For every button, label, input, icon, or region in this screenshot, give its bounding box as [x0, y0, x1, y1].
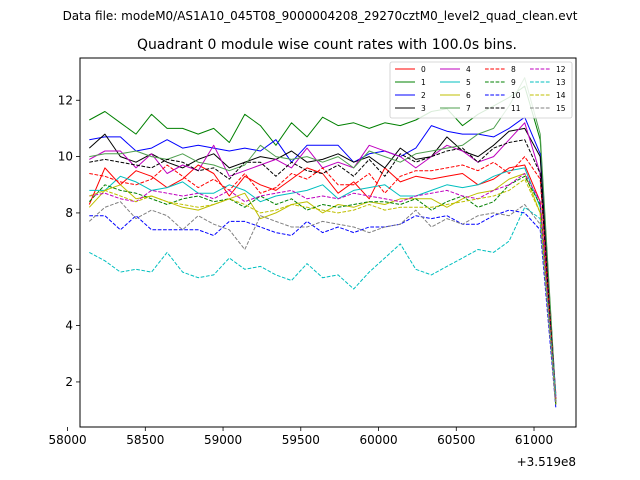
legend-label-1: 1: [421, 78, 426, 87]
legend-label-6: 6: [466, 91, 471, 100]
series-line-10: [89, 209, 557, 408]
legend-label-4: 4: [466, 65, 471, 74]
legend-label-9: 9: [511, 78, 516, 87]
x-tick-label-60000: 60000: [359, 433, 397, 447]
y-tick-label-6: 6: [65, 262, 73, 276]
x-tick-label-60500: 60500: [437, 433, 475, 447]
plot-area: [80, 58, 576, 427]
x-offset-label: +3.519e8: [517, 455, 576, 469]
plot-frame: [79, 57, 577, 428]
legend-label-13: 13: [556, 78, 566, 87]
legend-label-3: 3: [421, 104, 426, 113]
series-layer: [88, 77, 557, 408]
series-line-3: [88, 127, 557, 405]
axes-layer: 58000 58500 59000 59500 60000 60500 61000 2 4 6 8 1…: [48, 93, 553, 447]
x-tick-label-61000: 61000: [515, 433, 553, 447]
series-line-11: [89, 139, 557, 402]
x-tick-label-59000: 59000: [204, 433, 242, 447]
legend-label-2: 2: [421, 91, 426, 100]
series-line-15: [88, 201, 557, 402]
legend-label-7: 7: [466, 104, 471, 113]
legend-label-15: 15: [556, 104, 566, 113]
legend-label-10: 10: [511, 91, 521, 100]
series-line-14: [89, 178, 557, 405]
legend-label-12: 12: [556, 65, 566, 74]
series-line-8: [89, 156, 557, 399]
y-tick-label-2: 2: [65, 375, 73, 389]
series-line-9: [88, 175, 557, 405]
legend-label-8: 8: [511, 65, 516, 74]
x-tick-label-58000: 58000: [48, 433, 86, 447]
y-tick-label-8: 8: [65, 206, 73, 220]
figure-suptitle: Data file: modeM0/AS1A10_045T08_90000042…: [63, 9, 578, 23]
legend-box: [389, 61, 573, 119]
x-tick-label-59500: 59500: [282, 433, 320, 447]
chart-title: Quadrant 0 module wise count rates with …: [137, 37, 517, 53]
series-line-5: [89, 167, 557, 402]
y-tick-label-10: 10: [58, 150, 73, 164]
series-line-13: [89, 206, 557, 397]
y-tick-label-4: 4: [65, 319, 73, 333]
legend-label-5: 5: [466, 78, 471, 87]
legend-label-11: 11: [511, 104, 521, 113]
x-tick-label-58500: 58500: [126, 433, 164, 447]
legend-label-0: 0: [421, 65, 426, 74]
y-tick-label-12: 12: [58, 93, 73, 107]
legend-label-14: 14: [556, 91, 566, 100]
